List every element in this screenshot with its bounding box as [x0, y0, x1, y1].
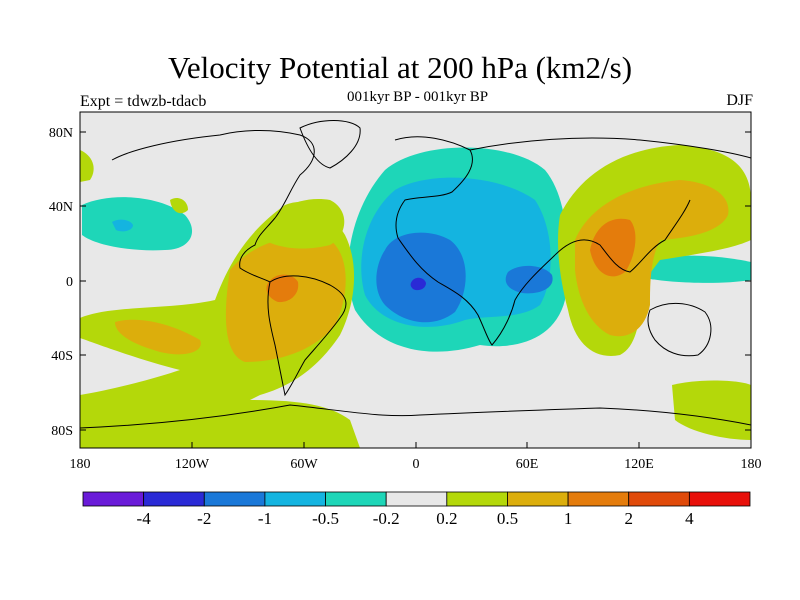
lat-label-80n: 80N: [49, 126, 73, 141]
map-panel: [80, 112, 751, 448]
contour-neg-0.5-pacific: [112, 219, 133, 232]
lat-label-0: 0: [66, 275, 73, 290]
contour-pos-1-asia: [590, 218, 636, 277]
contour-pos-1-amazon: [266, 274, 299, 303]
colorbar-swatch: [325, 491, 387, 507]
contour-neg-westpacific: [640, 255, 751, 283]
colorbar-label: -4: [137, 509, 152, 528]
season-label: DJF: [726, 92, 753, 109]
negative-contours: [82, 147, 751, 352]
colorbar-label: -0.5: [312, 509, 339, 528]
lat-label-80s: 80S: [51, 424, 73, 439]
contour-neg-2: [410, 277, 426, 291]
colorbar-label: 2: [624, 509, 633, 528]
contour-pos-0.2-northatlantic: [255, 199, 345, 249]
coast-north-america: [111, 130, 315, 283]
lon-label-0: 0: [413, 457, 420, 472]
colorbar-swatch: [446, 491, 508, 507]
contour-neg-1-east: [505, 265, 553, 294]
coast-antarctica: [80, 404, 751, 429]
contour-pos-0.5-southpacific: [115, 319, 201, 355]
lon-label-60w: 60W: [290, 457, 318, 472]
lon-label-180w: 180: [70, 457, 91, 472]
contour-pos-0.2-antarctic-e: [672, 380, 751, 440]
colorbar-swatch: [507, 491, 569, 507]
colorbar-swatch: [688, 491, 751, 507]
colorbar-label: -0.2: [373, 509, 400, 528]
colorbar-label: -1: [258, 509, 272, 528]
colorbar-swatch: [143, 491, 205, 507]
contour-neg-1: [376, 232, 466, 323]
colorbar-swatch: [385, 491, 448, 507]
coast-europe-africa: [394, 136, 556, 346]
contour-neg-northpacific: [82, 197, 193, 251]
map-subtitle: 001kyr BP - 001kyr BP: [346, 89, 489, 105]
colorbar-label: 0.2: [436, 509, 457, 528]
coastlines: [80, 120, 751, 429]
colorbar-swatch: [567, 491, 630, 507]
colorbar-swatch: [628, 491, 690, 507]
lon-label-120e: 120E: [624, 457, 654, 472]
contour-pos-0.2-nw: [80, 150, 94, 182]
colorbar-swatch: [264, 491, 326, 507]
contour-pos-0.5-asia: [575, 180, 729, 337]
colorbar-label: -2: [197, 509, 211, 528]
lat-ticks: [80, 131, 751, 431]
lon-label-180e: 180: [741, 457, 762, 472]
lon-label-120w: 120W: [175, 457, 210, 472]
lon-ticks: [79, 442, 752, 448]
colorbar: -4 -2 -1 -0.5 -0.2 0.2 0.5 1 2 4: [82, 491, 751, 528]
lat-label-40n: 40N: [49, 200, 73, 215]
map-title: Velocity Potential at 200 hPa (km2/s): [167, 50, 633, 85]
coast-greenland: [299, 120, 361, 169]
lon-label-60e: 60E: [516, 457, 539, 472]
coast-australia: [647, 303, 712, 357]
colorbar-label: 4: [685, 509, 694, 528]
experiment-label: Expt = tdwzb-tdacb: [80, 93, 207, 110]
lat-label-40s: 40S: [51, 349, 73, 364]
colorbar-swatch: [203, 491, 266, 507]
colorbar-swatch: [82, 491, 145, 507]
coast-south-america: [267, 275, 347, 397]
positive-contours: [80, 145, 751, 448]
coast-asia: [469, 137, 751, 273]
colorbar-label: 1: [564, 509, 573, 528]
colorbar-label: 0.5: [497, 509, 518, 528]
contour-pos-0.2-nw2: [170, 198, 188, 214]
